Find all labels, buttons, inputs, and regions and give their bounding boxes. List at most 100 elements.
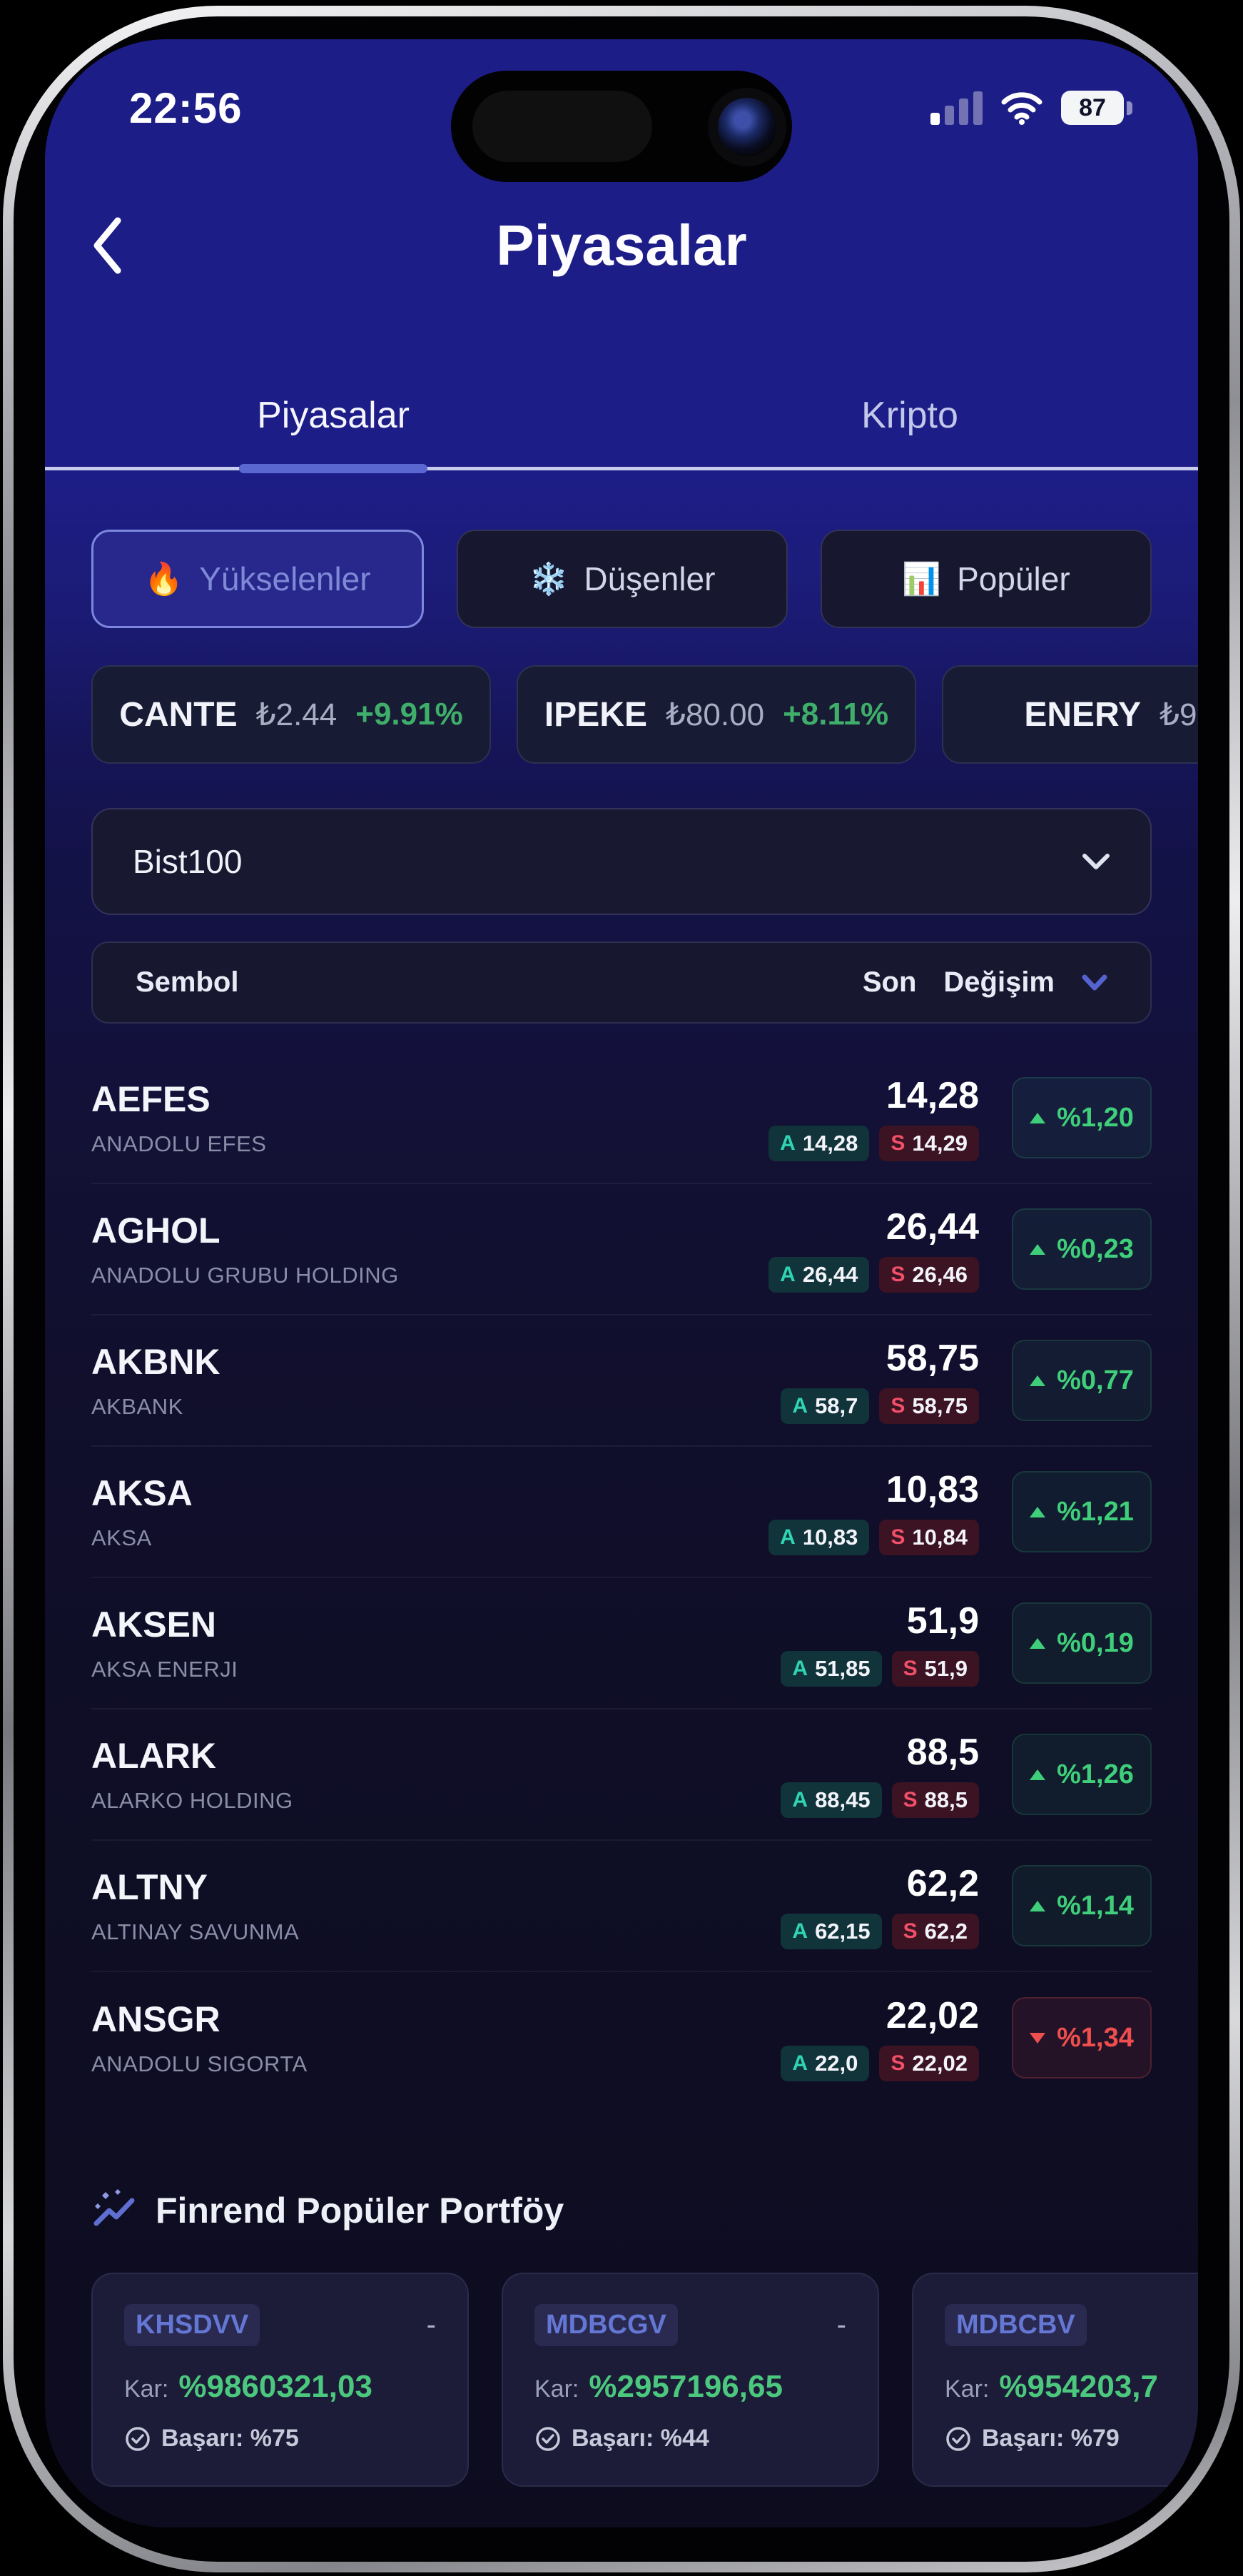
active-tab-indicator — [239, 464, 427, 473]
fire-icon: 🔥 — [144, 562, 184, 597]
arrow-up-icon — [1030, 1769, 1046, 1780]
ticker-symbol: CANTE — [119, 695, 238, 734]
stock-symbol: AKBNK — [91, 1342, 220, 1382]
last-price: 10,83 — [886, 1469, 979, 1510]
change-badge: %1,26 — [1012, 1734, 1152, 1815]
kar-value: %954203,7 — [999, 2369, 1159, 2404]
ticker-symbol: IPEKE — [544, 695, 647, 734]
index-select[interactable]: Bist100 — [91, 808, 1152, 915]
battery-tip — [1127, 101, 1132, 115]
filter-chip-populer[interactable]: 📊 Popüler — [821, 530, 1152, 628]
wifi-icon — [1001, 92, 1042, 125]
index-select-value: Bist100 — [133, 843, 243, 880]
kar-label: Kar: — [945, 2375, 990, 2403]
change-badge: %1,20 — [1012, 1077, 1152, 1158]
portfolio-title: Finrend Popüler Portföy — [156, 2191, 564, 2231]
arrow-up-icon — [1030, 1637, 1046, 1649]
stock-row-aksen[interactable]: AKSEN AKSA ENERJI 51,9 A 51,85 S 51,9 — [91, 1578, 1152, 1709]
stock-row-altny[interactable]: ALTNY ALTINAY SAVUNMA 62,2 A 62,15 S 62,… — [91, 1841, 1152, 1972]
ask-badge: S 26,46 — [879, 1257, 979, 1293]
last-price: 14,28 — [886, 1075, 979, 1116]
stock-symbol: AKSA — [91, 1473, 193, 1513]
stock-row-akbnk[interactable]: AKBNK AKBANK 58,75 A 58,7 S 58,75 — [91, 1315, 1152, 1447]
app-screen: 22:56 87 Piyasalar Piyasalar Kripto — [45, 39, 1198, 2527]
filter-chips: 🔥 Yükselenler ❄️ Düşenler 📊 Popüler — [91, 530, 1152, 628]
stock-symbol: ALTNY — [91, 1867, 208, 1907]
battery-percent: 87 — [1079, 94, 1106, 121]
portfolio-ticker: KHSDVV — [124, 2304, 260, 2346]
trend-sparkle-icon — [93, 2189, 135, 2226]
chevron-left-icon — [93, 217, 121, 274]
check-circle-icon — [946, 2426, 970, 2451]
dynamic-island — [451, 71, 792, 182]
portfolio-ticker: MDBCBV — [945, 2304, 1087, 2346]
portfolio-card-mdbcbv[interactable]: MDBCBV Kar: %954203,7 Başarı: %79 — [912, 2273, 1198, 2487]
ticker-card-enery[interactable]: ENERY ₺9.99 — [942, 665, 1198, 764]
tab-bar: Piyasalar Kripto — [45, 320, 1198, 473]
page-title: Piyasalar — [496, 213, 747, 277]
last-price: 62,2 — [906, 1863, 979, 1904]
last-price: 58,75 — [886, 1338, 979, 1379]
battery-indicator: 87 — [1061, 91, 1132, 125]
arrow-up-icon — [1030, 1112, 1046, 1123]
change-badge: %1,14 — [1012, 1865, 1152, 1946]
bid-badge: A 51,85 — [781, 1651, 882, 1687]
back-button[interactable] — [75, 206, 139, 285]
ticker-price: ₺80.00 — [665, 697, 765, 732]
stock-symbol: AEFES — [91, 1079, 210, 1119]
front-camera-icon — [718, 98, 776, 156]
stock-symbol: ANSGR — [91, 1999, 220, 2039]
ticker-symbol: ENERY — [1024, 695, 1141, 734]
ask-badge: S 88,5 — [891, 1782, 979, 1818]
portfolio-card-khsdvv[interactable]: KHSDVV - Kar: %9860321,03 Başarı: %75 — [91, 2273, 469, 2487]
stock-symbol: AKSEN — [91, 1605, 217, 1645]
stock-row-ansgr[interactable]: ANSGR ANADOLU SIGORTA 22,02 A 22,0 S 22,… — [91, 1972, 1152, 2103]
bar-chart-icon: 📊 — [902, 562, 942, 597]
tab-kripto[interactable]: Kripto — [861, 394, 958, 436]
portfolio-cards: KHSDVV - Kar: %9860321,03 Başarı: %75 — [91, 2273, 1198, 2487]
change-badge: %0,19 — [1012, 1602, 1152, 1684]
bid-badge: A 26,44 — [768, 1257, 870, 1293]
column-last: Son — [862, 966, 917, 998]
filter-label: Yükselenler — [199, 560, 371, 597]
ask-badge: S 62,2 — [891, 1914, 979, 1949]
stock-name: ANADOLU GRUBU HOLDING — [91, 1263, 399, 1288]
arrow-up-icon — [1030, 1375, 1046, 1386]
bid-badge: A 14,28 — [768, 1126, 870, 1161]
filter-chip-yukselenler[interactable]: 🔥 Yükselenler — [91, 530, 424, 628]
filter-chip-dusenler[interactable]: ❄️ Düşenler — [457, 530, 788, 628]
status-bar: 22:56 87 — [45, 39, 1198, 135]
top-movers-ticker: CANTE ₺2.44 +9.91% IPEKE ₺80.00 +8.11% E… — [91, 665, 1198, 764]
filter-label: Düşenler — [584, 560, 716, 597]
last-price: 22,02 — [886, 1995, 979, 2036]
ticker-price: ₺2.44 — [255, 697, 338, 732]
basari-text: Başarı: %44 — [572, 2425, 709, 2452]
snowflake-icon: ❄️ — [529, 562, 569, 597]
arrow-up-icon — [1030, 1506, 1046, 1517]
kar-value: %2957196,65 — [589, 2369, 783, 2404]
stock-row-alark[interactable]: ALARK ALARKO HOLDING 88,5 A 88,45 S 88,5 — [91, 1709, 1152, 1841]
tab-piyasalar[interactable]: Piyasalar — [257, 394, 410, 436]
stock-row-aksa[interactable]: AKSA AKSA 10,83 A 10,83 S 10,84 — [91, 1447, 1152, 1578]
basari-text: Başarı: %79 — [982, 2425, 1120, 2452]
stock-row-aghol[interactable]: AGHOL ANADOLU GRUBU HOLDING 26,44 A 26,4… — [91, 1184, 1152, 1315]
stock-row-aefes[interactable]: AEFES ANADOLU EFES 14,28 A 14,28 S 14,29 — [91, 1053, 1152, 1184]
stock-symbol: AGHOL — [91, 1211, 220, 1251]
arrow-down-icon — [1030, 2032, 1046, 2044]
stock-name: ALARKO HOLDING — [91, 1788, 293, 1813]
change-badge: %0,23 — [1012, 1208, 1152, 1290]
table-header: Sembol Son Değişim — [91, 941, 1152, 1024]
portfolio-card-mdbcgv[interactable]: MDBCGV - Kar: %2957196,65 Başarı: %44 — [502, 2273, 879, 2487]
column-change: Değişim — [943, 966, 1055, 998]
kar-label: Kar: — [124, 2375, 169, 2403]
ticker-card-cante[interactable]: CANTE ₺2.44 +9.91% — [91, 665, 491, 764]
bid-badge: A 10,83 — [768, 1520, 870, 1555]
ask-badge: S 22,02 — [879, 2046, 979, 2081]
ticker-change: +8.11% — [783, 697, 889, 732]
portfolio-section-header: Finrend Popüler Portföy — [91, 2188, 1152, 2233]
sort-button[interactable] — [1082, 974, 1107, 991]
arrow-up-icon — [1030, 1243, 1046, 1255]
arrow-up-icon — [1030, 1900, 1046, 1911]
ticker-card-ipeke[interactable]: IPEKE ₺80.00 +8.11% — [517, 665, 916, 764]
ask-badge: S 58,75 — [879, 1388, 979, 1424]
